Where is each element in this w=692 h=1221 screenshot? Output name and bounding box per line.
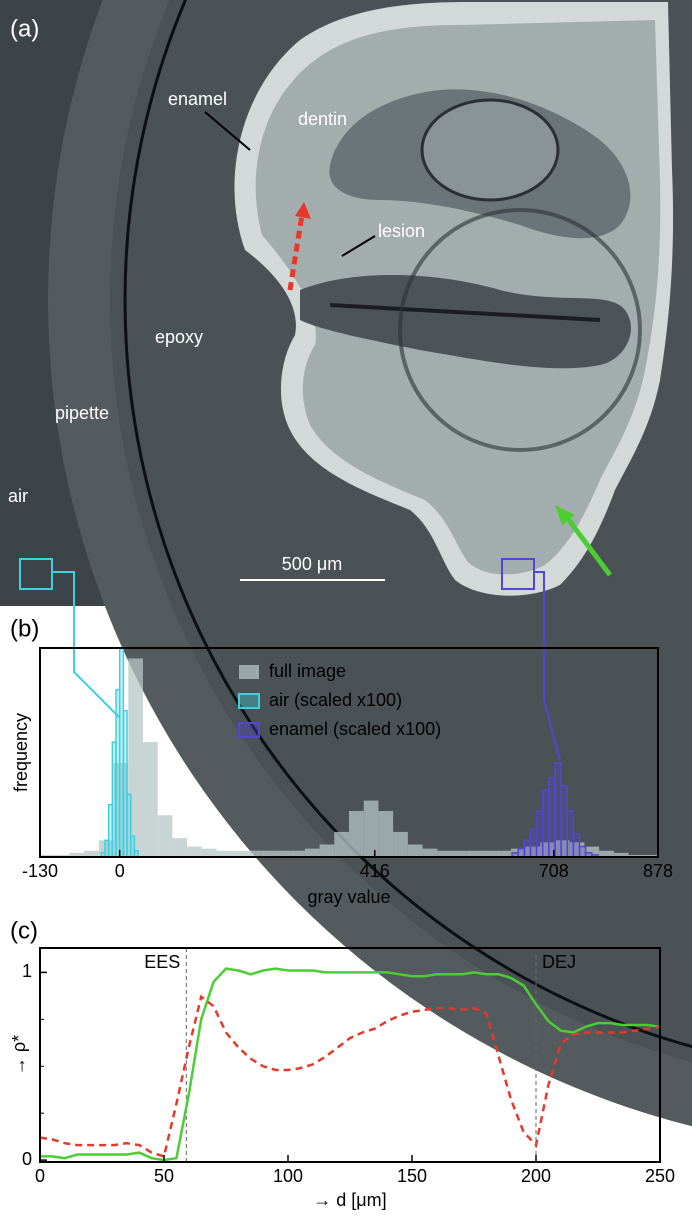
- x-tick-label: 50: [154, 1166, 174, 1186]
- hist-bar: [201, 848, 217, 857]
- hist-bar: [275, 850, 291, 857]
- connector: [534, 571, 561, 761]
- hist-bar: [290, 850, 305, 857]
- x-tick-label: 708: [539, 861, 569, 881]
- data-line: [40, 967, 661, 1162]
- hist-bar: [407, 844, 423, 857]
- hist-bar: [578, 845, 587, 857]
- hist-bar: [84, 850, 99, 857]
- legend-label: full image: [269, 661, 346, 681]
- hist-bar: [143, 742, 158, 857]
- hist-bar: [231, 850, 246, 857]
- plot-frame: [39, 647, 659, 858]
- legend-label: air (scaled x100): [269, 690, 402, 710]
- connector: [52, 571, 121, 719]
- x-tick-label: 416: [360, 861, 390, 881]
- hist-bar: [541, 789, 550, 857]
- x-tick-label: 200: [521, 1166, 551, 1186]
- y-tick-label: 1: [22, 961, 32, 981]
- hist-bar: [599, 850, 614, 857]
- panel-label: (a): [10, 15, 39, 42]
- hist-bar: [246, 850, 261, 857]
- hist-bar: [349, 811, 364, 857]
- hist-bar: [437, 850, 452, 857]
- hist-bar: [523, 839, 532, 857]
- hist-bar: [260, 850, 276, 857]
- hist-bar: [560, 785, 569, 857]
- x-tick-label: 0: [115, 861, 125, 881]
- hist-bar: [540, 842, 555, 857]
- hist-bar: [216, 850, 232, 857]
- hist-bar: [466, 850, 482, 857]
- hist-bar: [69, 852, 85, 857]
- hist-bar: [529, 829, 538, 857]
- hist-bar: [452, 850, 467, 857]
- x-tick-label: 878: [643, 861, 673, 881]
- x-axis-label: → d [μm]: [313, 1190, 386, 1210]
- hist-bar: [54, 854, 70, 857]
- image-label: dentin: [298, 109, 347, 129]
- hist-bar: [535, 810, 544, 857]
- legend-label: enamel (scaled x100): [269, 719, 441, 739]
- legend-swatch: [239, 665, 259, 679]
- hist-bar: [548, 776, 556, 857]
- image-label: pipette: [55, 403, 109, 423]
- y-axis-label: → ρ*: [9, 1035, 29, 1075]
- x-tick-label: -130: [22, 861, 58, 881]
- hist-bar: [525, 846, 541, 857]
- image-label: epoxy: [155, 327, 203, 347]
- x-tick-label: 250: [645, 1166, 675, 1186]
- ct-image: [0, 0, 692, 1126]
- scale-bar-label: 500 μm: [282, 554, 342, 574]
- hist-bar: [40, 854, 55, 857]
- x-tick-label: 0: [35, 1166, 45, 1186]
- image-label: lesion: [378, 221, 425, 241]
- hist-bar: [481, 850, 497, 857]
- hist-bar: [378, 811, 394, 857]
- hist-bar: [555, 840, 570, 857]
- hist-bar: [554, 762, 562, 857]
- data-line: [39, 994, 661, 1158]
- hist-bar: [128, 658, 143, 857]
- y-axis-label: frequency: [11, 713, 31, 792]
- image-label: enamel: [168, 89, 227, 109]
- hist-bar: [334, 831, 349, 857]
- hist-bar: [172, 838, 188, 857]
- annotation-label: DEJ: [542, 952, 576, 972]
- hist-bar: [628, 854, 644, 857]
- hist-bar: [319, 844, 335, 857]
- bars: [40, 648, 658, 857]
- hist-bar: [304, 848, 320, 857]
- x-axis-label: gray value: [307, 887, 390, 907]
- hist-bar: [584, 846, 600, 857]
- hist-bar: [613, 852, 629, 857]
- hist-bar: [157, 815, 173, 857]
- legend-swatch: [238, 722, 260, 738]
- hist-bar: [422, 848, 438, 857]
- hist-bar: [566, 810, 575, 857]
- annotation-label: EES: [144, 952, 180, 972]
- hist-bar: [496, 850, 511, 857]
- x-tick-label: 100: [273, 1166, 303, 1186]
- panel-label: (c): [10, 917, 38, 944]
- hist-bar: [113, 762, 129, 857]
- y-tick-label: 0: [22, 1149, 32, 1169]
- hist-bar: [187, 846, 202, 857]
- x-tick-label: 150: [397, 1166, 427, 1186]
- hist-bar: [122, 709, 128, 857]
- hist-bar: [643, 854, 658, 857]
- hist-bar: [363, 800, 379, 857]
- panel-label: (b): [10, 615, 39, 642]
- hist-bar: [393, 831, 408, 857]
- legend-swatch: [238, 693, 260, 709]
- hist-bar: [517, 847, 526, 857]
- hist-bar: [572, 833, 581, 857]
- plot-frame: [39, 947, 661, 1163]
- image-label: air: [8, 486, 28, 506]
